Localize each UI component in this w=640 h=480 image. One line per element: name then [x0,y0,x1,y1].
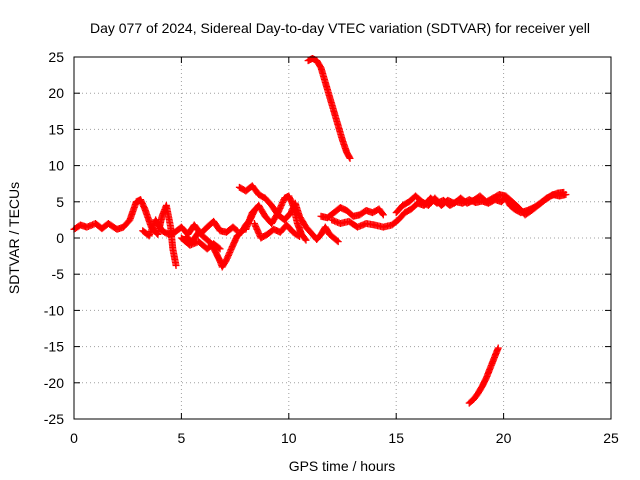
y-tick-label: 15 [48,121,64,137]
data-point [301,235,309,243]
x-axis-label: GPS time / hours [289,458,396,474]
plot-frame [73,56,612,420]
y-tick-label: 20 [48,85,64,101]
chart-title: Day 077 of 2024, Sidereal Day-to-day VTE… [90,20,590,36]
x-tick-label: 15 [388,430,404,446]
data-point [378,210,386,218]
y-axis-label: SDTVAR / TECUs [6,182,22,294]
data-point [232,226,240,234]
data-point [296,233,304,241]
y-tick-label: -10 [44,302,64,318]
data-point [346,154,354,162]
data-point [302,236,310,244]
y-tick-label: -15 [44,339,64,355]
data-series [70,54,570,407]
y-tick-label: -20 [44,375,64,391]
data-point [334,238,342,246]
data-point [494,344,502,352]
x-tick-label: 0 [70,430,78,446]
x-tick-label: 25 [603,430,619,446]
data-point [294,232,302,240]
y-tick-label: 5 [56,194,64,210]
x-tick-label: 10 [281,430,297,446]
data-point [215,244,223,252]
grid-lines [74,57,611,419]
y-tick-label: 10 [48,158,64,174]
data-point [379,211,387,219]
data-point [560,188,568,196]
series-sdtvar [70,54,570,407]
data-point [172,262,180,270]
axis-ticks: 0 5 10 15 20 25 25 20 15 10 5 0 -5 -10 -15 -20 -25 [44,49,619,446]
data-point [216,245,224,253]
y-tick-label: -25 [44,411,64,427]
data-point [333,237,341,245]
y-tick-label: -5 [52,266,65,282]
x-tick-label: 5 [178,430,186,446]
y-tick-label: 0 [56,230,64,246]
y-tick-label: 25 [48,49,64,65]
x-tick-label: 20 [496,430,512,446]
